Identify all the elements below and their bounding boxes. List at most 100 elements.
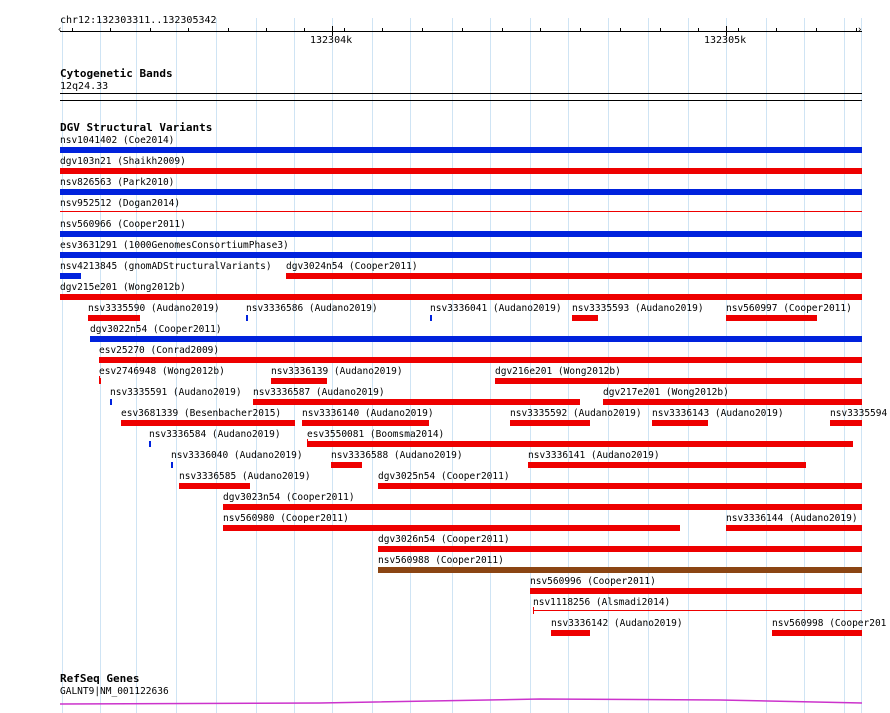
dgv-feature-bar[interactable] <box>60 294 862 300</box>
dgv-feature-bar[interactable] <box>430 315 432 321</box>
dgv-feature-label: dgv216e201 (Wong2012b) <box>495 366 621 377</box>
dgv-feature-bar[interactable] <box>246 315 248 321</box>
ruler-tick-label: 132305k <box>704 35 747 46</box>
dgv-feature-bar[interactable] <box>88 315 140 321</box>
dgv-feature-bar[interactable] <box>286 273 862 279</box>
dgv-feature-bar[interactable] <box>378 546 862 552</box>
ruler-minor-tick <box>580 28 581 31</box>
dgv-feature-bar[interactable] <box>253 399 580 405</box>
ruler-minor-tick <box>344 28 345 31</box>
dgv-feature-bar[interactable] <box>90 336 862 342</box>
dgv-feature-label: nsv3336143 (Audano2019) <box>652 408 784 419</box>
dgv-feature-bar[interactable] <box>60 273 81 279</box>
dgv-feature-label: nsv3336040 (Audano2019) <box>171 450 303 461</box>
ruler-minor-tick <box>110 28 111 31</box>
dgv-feature-label: nsv3335590 (Audano2019) <box>88 303 220 314</box>
dgv-feature-label: dgv3022n54 (Cooper2011) <box>90 324 222 335</box>
ruler-minor-tick <box>304 28 305 31</box>
dgv-feature-bar[interactable] <box>572 315 598 321</box>
dgv-feature-bar[interactable] <box>652 420 708 426</box>
dgv-feature-bar[interactable] <box>60 189 862 195</box>
dgv-feature-bar[interactable] <box>110 399 112 405</box>
dgv-feature-bar[interactable] <box>223 504 862 510</box>
dgv-feature-bar[interactable] <box>726 315 817 321</box>
dgv-feature-label: nsv826563 (Park2010) <box>60 177 175 188</box>
cytoband-outline-bottom <box>60 100 862 101</box>
dgv-feature-label: nsv1041402 (Coe2014) <box>60 135 175 146</box>
dgv-feature-bar[interactable] <box>271 378 327 384</box>
dgv-feature-bar[interactable] <box>99 378 101 384</box>
ruler-minor-tick <box>150 28 151 31</box>
ruler-minor-tick <box>816 28 817 31</box>
grid-line <box>62 18 63 713</box>
grid-line <box>410 18 411 713</box>
refseq-track-title: RefSeq Genes <box>60 672 140 685</box>
grid-line <box>608 18 609 713</box>
dgv-feature-bar[interactable] <box>60 252 862 258</box>
dgv-feature-bar[interactable] <box>510 420 590 426</box>
dgv-feature-bar[interactable] <box>223 525 680 531</box>
dgv-feature-label: nsv3335592 (Audano2019) <box>510 408 642 419</box>
dgv-feature-bar[interactable] <box>171 462 173 468</box>
grid-line <box>294 18 295 713</box>
ruler-left-arrow: ‹ <box>57 25 63 35</box>
dgv-feature-bar[interactable] <box>60 211 862 212</box>
grid-line <box>568 18 569 713</box>
ruler-minor-tick <box>738 28 739 31</box>
ruler-minor-tick <box>462 28 463 31</box>
dgv-feature-bar[interactable] <box>830 420 862 426</box>
cytoband-outline-top <box>60 93 862 94</box>
cytoband-label: 12q24.33 <box>60 81 109 92</box>
dgv-feature-label: dgv215e201 (Wong2012b) <box>60 282 186 293</box>
dgv-feature-bar[interactable] <box>603 399 862 405</box>
dgv-feature-label: nsv3336139 (Audano2019) <box>271 366 403 377</box>
dgv-feature-bar[interactable] <box>121 420 295 426</box>
dgv-feature-label: nsv3336586 (Audano2019) <box>246 303 378 314</box>
dgv-feature-label: nsv3335591 (Audano2019) <box>110 387 242 398</box>
ruler-minor-tick <box>72 28 73 31</box>
dgv-feature-label: dgv3023n54 (Cooper2011) <box>223 492 355 503</box>
grid-line <box>452 18 453 713</box>
ruler-minor-tick <box>266 28 267 31</box>
ruler-minor-tick <box>620 28 621 31</box>
dgv-feature-bar[interactable] <box>772 630 862 636</box>
feature-start-tick <box>307 439 308 446</box>
dgv-feature-bar[interactable] <box>307 441 853 447</box>
dgv-feature-bar[interactable] <box>302 420 429 426</box>
ruler-minor-tick <box>698 28 699 31</box>
dgv-feature-bar[interactable] <box>99 357 862 363</box>
dgv-feature-bar[interactable] <box>533 610 862 611</box>
grid-line <box>530 18 531 713</box>
dgv-feature-bar[interactable] <box>528 462 806 468</box>
ruler-minor-tick <box>228 28 229 31</box>
location-label: chr12:132303311..132305342 <box>60 15 217 26</box>
dgv-feature-bar[interactable] <box>495 378 862 384</box>
gene-model[interactable] <box>60 695 862 709</box>
dgv-feature-bar[interactable] <box>551 630 590 636</box>
dgv-feature-bar[interactable] <box>530 588 862 594</box>
dgv-feature-bar[interactable] <box>149 441 151 447</box>
dgv-feature-label: dgv3024n54 (Cooper2011) <box>286 261 418 272</box>
dgv-feature-label: nsv3335594 <box>830 408 888 419</box>
dgv-feature-bar[interactable] <box>378 483 862 489</box>
grid-line <box>332 18 333 713</box>
dgv-feature-bar[interactable] <box>60 231 862 237</box>
dgv-feature-label: esv25270 (Conrad2009) <box>99 345 220 356</box>
dgv-feature-bar[interactable] <box>331 462 362 468</box>
gene-label[interactable]: GALNT9|NM_001122636 <box>60 686 169 697</box>
grid-line <box>861 18 862 713</box>
ruler-minor-tick <box>856 28 857 31</box>
dgv-feature-label: nsv3336584 (Audano2019) <box>149 429 281 440</box>
dgv-feature-bar[interactable] <box>726 525 862 531</box>
ruler-minor-tick <box>540 28 541 31</box>
grid-line <box>216 18 217 713</box>
grid-line <box>726 18 727 713</box>
dgv-feature-bar[interactable] <box>179 483 250 489</box>
dgv-feature-bar[interactable] <box>60 147 862 153</box>
dgv-feature-label: esv3681339 (Besenbacher2015) <box>121 408 282 419</box>
dgv-feature-bar[interactable] <box>60 168 862 174</box>
ruler-major-tick <box>332 26 333 36</box>
grid-line <box>766 18 767 713</box>
dgv-feature-bar[interactable] <box>378 567 862 573</box>
grid-line <box>100 18 101 713</box>
